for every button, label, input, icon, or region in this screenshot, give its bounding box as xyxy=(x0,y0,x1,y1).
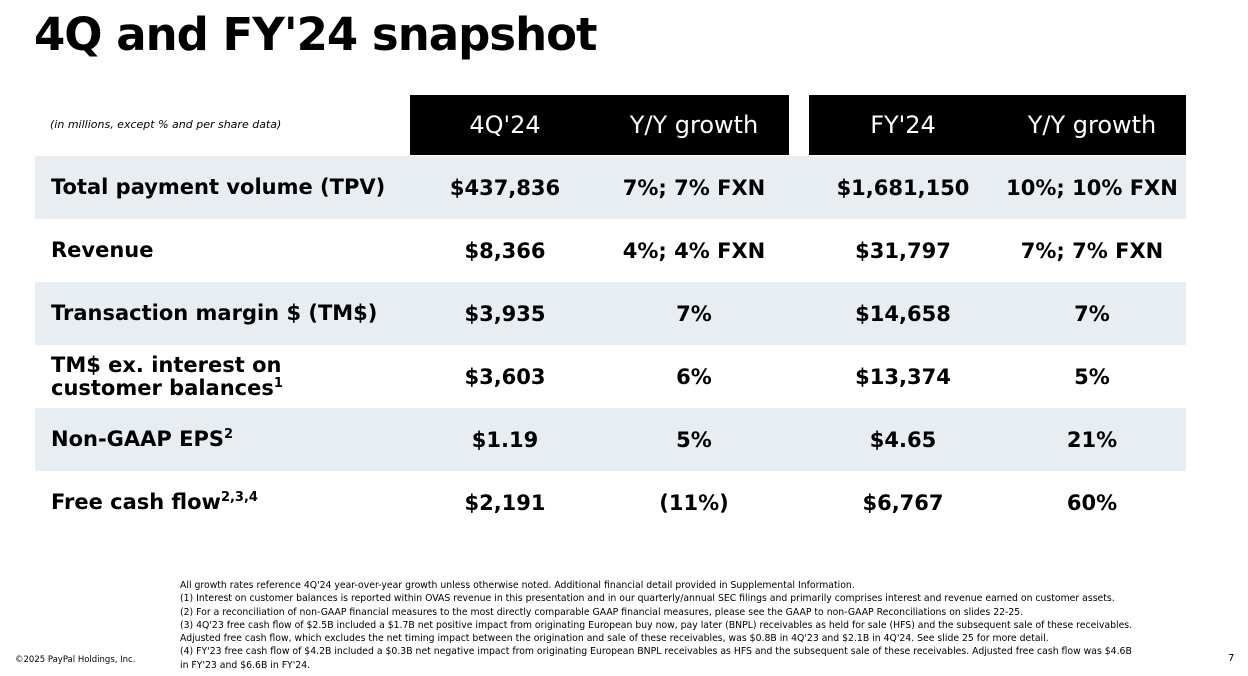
cell: $1.19 xyxy=(471,427,539,452)
footnote-ref: 2 xyxy=(223,427,234,442)
label-text: Free cash flow xyxy=(51,490,221,514)
row-label: TM$ ex. interest on customer balances1 xyxy=(51,345,391,408)
cell: $13,374 xyxy=(855,364,951,389)
cell: 21% xyxy=(1066,427,1118,452)
cell: $1,681,150 xyxy=(836,175,970,200)
cell: $6,767 xyxy=(862,490,944,515)
column-header: FY'24 xyxy=(870,111,936,139)
cell: 7% xyxy=(1074,301,1110,326)
header-band xyxy=(809,95,1186,155)
row-shade xyxy=(35,156,1186,219)
footnote: (4) FY'23 free cash flow of $4.2B includ… xyxy=(180,646,1132,671)
label-text: TM$ ex. interest on customer balances xyxy=(51,352,282,400)
footnote-ref: 2,3,4 xyxy=(220,490,258,505)
title: 4Q and FY'24 snapshot xyxy=(34,8,598,61)
cell: $14,658 xyxy=(855,301,951,326)
cell: 7%; 7% FXN xyxy=(622,175,766,200)
cell: 5% xyxy=(676,427,712,452)
cell: 7%; 7% FXN xyxy=(1020,238,1164,263)
row-label: Revenue xyxy=(51,219,391,282)
footnotes: All growth rates reference 4Q'24 year-ov… xyxy=(180,579,1135,672)
label-text: Total payment volume (TPV) xyxy=(51,175,386,199)
row-label-text: TM$ ex. interest on customer balances1 xyxy=(51,352,391,400)
table-note: (in millions, except % and per share dat… xyxy=(50,118,282,131)
column-header: Y/Y growth xyxy=(629,111,759,139)
column-header: Y/Y growth xyxy=(1027,111,1157,139)
row-shade xyxy=(35,408,1186,471)
row-label: Transaction margin $ (TM$) xyxy=(51,282,391,345)
cell: $437,836 xyxy=(449,175,561,200)
cell: $3,935 xyxy=(464,301,546,326)
footnote: (2) For a reconciliation of non-GAAP fin… xyxy=(180,606,1024,618)
cell: $8,366 xyxy=(464,238,546,263)
header-band xyxy=(410,95,789,155)
label-text: Revenue xyxy=(51,238,154,262)
footnote-ref: 1 xyxy=(273,375,283,391)
cell: 6% xyxy=(676,364,712,389)
cell: $31,797 xyxy=(855,238,951,263)
cell: 7% xyxy=(676,301,712,326)
cell: $2,191 xyxy=(464,490,546,515)
cell: (11%) xyxy=(659,490,729,515)
cell: 4%; 4% FXN xyxy=(622,238,766,263)
footnote: All growth rates reference 4Q'24 year-ov… xyxy=(180,580,855,591)
row-label: Free cash flow2,3,4 xyxy=(51,471,391,534)
label-text: Transaction margin $ (TM$) xyxy=(51,301,378,325)
row-label-text: Revenue xyxy=(51,239,154,262)
copyright: ©2025 PayPal Holdings, Inc. xyxy=(15,655,136,665)
footnote: (3) 4Q'23 free cash flow of $2.5B includ… xyxy=(180,619,1133,645)
cell: $4.65 xyxy=(869,427,937,452)
cell: 10%; 10% FXN xyxy=(1006,175,1178,200)
cell: 5% xyxy=(1074,364,1110,389)
row-label-text: Free cash flow2,3,4 xyxy=(51,491,258,514)
row-label: Total payment volume (TPV) xyxy=(51,156,391,219)
row-shade xyxy=(35,282,1186,345)
row-label-text: Total payment volume (TPV) xyxy=(51,176,385,199)
row-label: Non-GAAP EPS2 xyxy=(51,408,391,471)
footnote: (1) Interest on customer balances is rep… xyxy=(180,593,1115,605)
cell: 60% xyxy=(1066,490,1118,515)
label-text: Non-GAAP EPS xyxy=(51,427,224,451)
page-number: 7 xyxy=(1228,653,1235,664)
row-label-text: Transaction margin $ (TM$) xyxy=(51,302,377,325)
column-header: 4Q'24 xyxy=(469,111,541,139)
row-label-text: Non-GAAP EPS2 xyxy=(51,428,233,451)
cell: $3,603 xyxy=(464,364,546,389)
